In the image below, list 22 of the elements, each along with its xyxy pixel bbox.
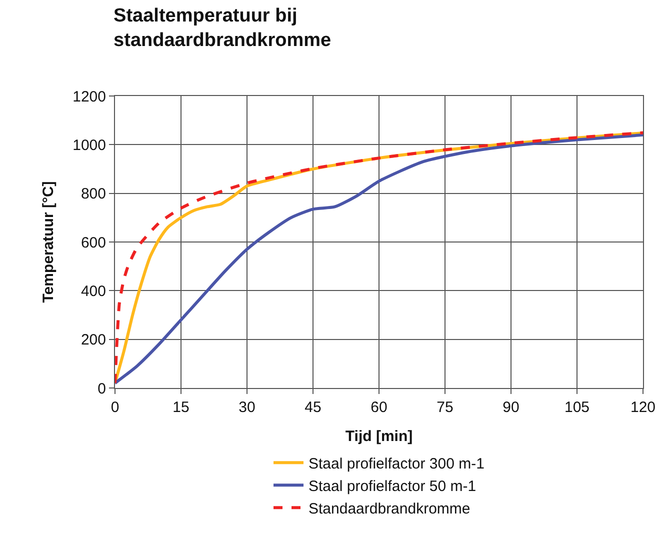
y-tick-label: 1200 [72,88,106,106]
x-tick-label: 45 [304,399,322,416]
legend-label: Staal profielfactor 50 m-1 [308,478,476,495]
y-tick-label: 200 [80,332,106,349]
y-axis-title: Temperatuur [°C] [40,181,57,303]
y-tick-label: 0 [98,380,106,398]
y-tick-label: 400 [80,282,106,300]
legend-label: Standaardbrandkromme [308,500,470,518]
x-tick-label: 0 [110,399,120,416]
x-tick-label: 75 [436,399,454,416]
chart-title: Staaltemperatuur bij standaardbrandkromme [114,6,332,52]
x-tick-label: 30 [238,399,256,416]
y-tick-label: 1000 [72,136,106,154]
x-tick-label: 120 [630,399,656,416]
x-tick-label: 60 [370,399,388,416]
x-tick-label: 15 [172,399,190,416]
x-tick-label: 105 [564,399,590,416]
legend-label: Staal profielfactor 300 m-1 [308,456,484,472]
x-tick-label: 90 [502,399,520,416]
x-axis-title: Tijd [min] [345,428,413,445]
y-tick-label: 800 [80,186,106,203]
y-tick-label: 600 [80,234,106,252]
